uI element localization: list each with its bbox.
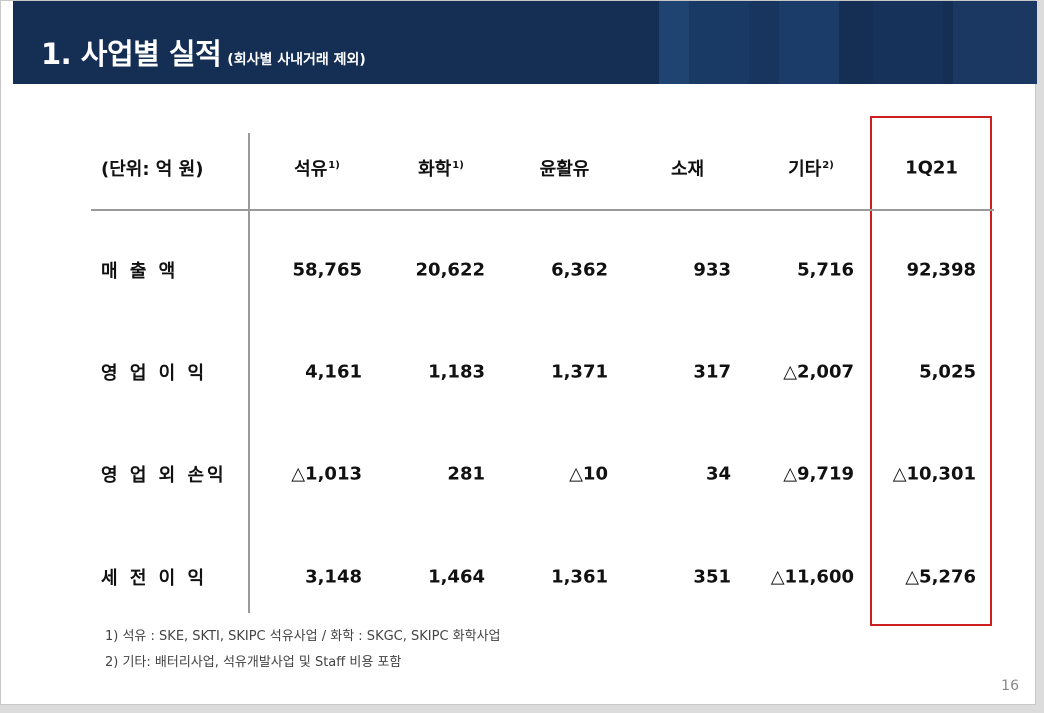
table-cell: △2,007: [783, 361, 854, 383]
header-decor-tile: [689, 1, 749, 84]
table-cell: △10: [569, 463, 608, 485]
row-label-operating-income: 영 업 이 익: [101, 363, 208, 384]
table-cell-total: 5,025: [919, 361, 976, 383]
table-cell: 34: [705, 463, 731, 485]
column-header-petroleum: 석유1): [294, 159, 340, 180]
table-header-divider: [91, 209, 994, 211]
header-decor-tile: [779, 1, 839, 84]
table-cell: △1,013: [291, 463, 362, 485]
table-cell: 1,371: [551, 361, 608, 383]
table-cell: 3,148: [305, 566, 362, 588]
table-cell: △11,600: [770, 566, 854, 588]
table-cell-total: △5,276: [905, 566, 976, 588]
table-cell: 6,362: [551, 259, 608, 281]
column-header-1q21: 1Q21: [905, 157, 958, 179]
column-header-others: 기타2): [788, 159, 834, 180]
title-subtitle: (회사별 사내거래 제외): [227, 52, 366, 68]
page-title: 1. 사업별 실적 (회사별 사내거래 제외): [41, 31, 366, 73]
table-cell: 4,161: [305, 361, 362, 383]
table-cell: 1,361: [551, 566, 608, 588]
row-label-revenue: 매 출 액: [101, 261, 179, 282]
table-cell: 281: [447, 463, 485, 485]
header-decor-tile: [749, 1, 779, 84]
footnote-2: 2) 기타: 배터리사업, 석유개발사업 및 Staff 비용 포함: [105, 655, 402, 670]
results-table: (단위: 억 원) 석유1) 화학1) 윤활유 소재 기타2) 1Q21 매 출…: [91, 116, 994, 626]
header-decor-tile: [659, 1, 689, 84]
table-cell: 1,183: [428, 361, 485, 383]
header-decor-tile: [953, 1, 1037, 84]
row-label-pretax-income: 세 전 이 익: [101, 568, 208, 589]
table-cell: 351: [693, 566, 731, 588]
row-label-non-operating: 영 업 외 손익: [101, 465, 227, 486]
table-cell: 5,716: [797, 259, 854, 281]
table-cell: 317: [693, 361, 731, 383]
table-cell: △9,719: [783, 463, 854, 485]
page-number: 16: [1001, 678, 1019, 694]
table-cell: 58,765: [292, 259, 362, 281]
column-header-lubricants: 윤활유: [539, 159, 590, 180]
column-header-chemical: 화학1): [418, 159, 464, 180]
table-cell: 1,464: [428, 566, 485, 588]
highlight-box-1q21: [870, 116, 992, 626]
unit-label: (단위: 억 원): [101, 159, 204, 180]
header-banner: 1. 사업별 실적 (회사별 사내거래 제외): [13, 1, 1037, 84]
table-cell-total: 92,398: [906, 259, 976, 281]
title-main: 1. 사업별 실적: [41, 37, 222, 71]
footnote-1: 1) 석유 : SKE, SKTI, SKIPC 석유사업 / 화학 : SKG…: [105, 629, 501, 644]
table-cell: 20,622: [415, 259, 485, 281]
table-cell-total: △10,301: [892, 463, 976, 485]
header-decor-tile: [873, 1, 943, 84]
column-header-materials: 소재: [670, 159, 705, 180]
table-cell: 933: [693, 259, 731, 281]
table-vertical-divider: [248, 133, 250, 613]
